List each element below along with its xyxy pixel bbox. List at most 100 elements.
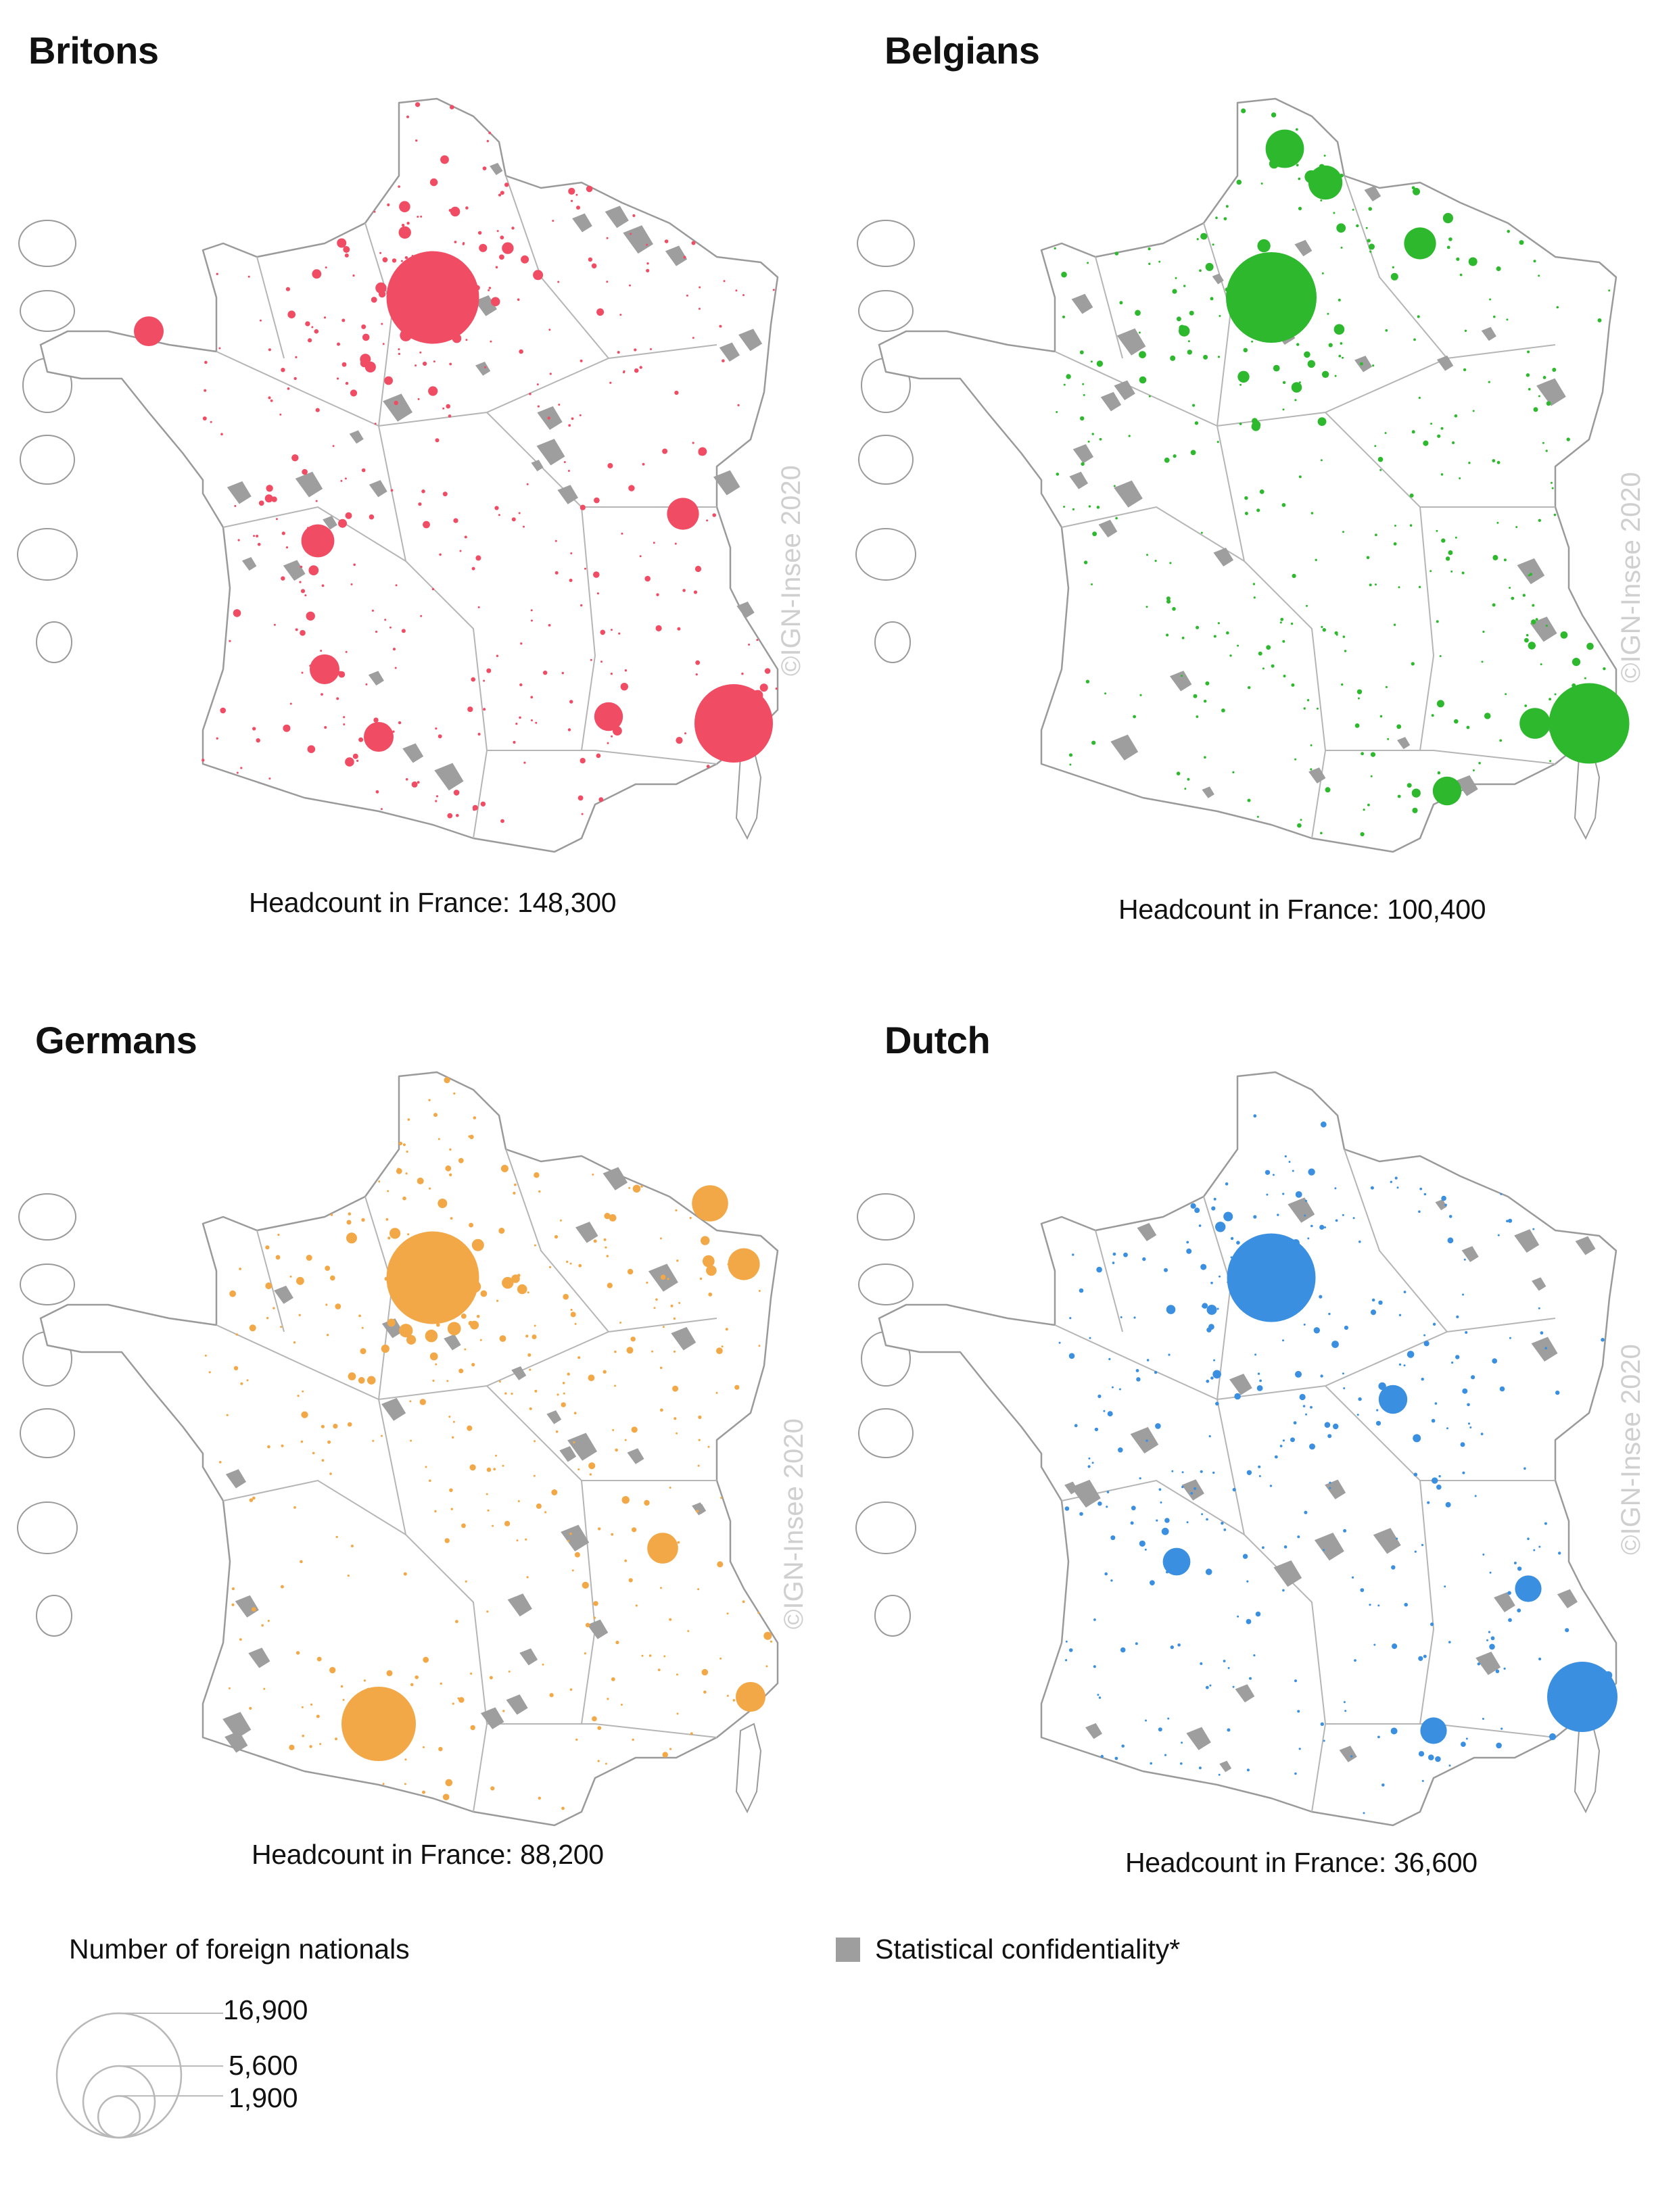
hotspot-circle: [694, 684, 773, 763]
location-dot: [1489, 1643, 1495, 1650]
location-dot: [1223, 1660, 1226, 1662]
location-dot: [480, 801, 486, 807]
location-dot: [1090, 360, 1093, 363]
location-dot: [469, 1222, 473, 1228]
location-dot: [1113, 485, 1116, 487]
location-dot: [1544, 1522, 1547, 1525]
location-dot: [1108, 1357, 1111, 1360]
location-dot: [1236, 1241, 1240, 1245]
location-dot: [1549, 698, 1551, 701]
location-dot: [1511, 596, 1515, 600]
location-dot: [1305, 1413, 1307, 1416]
location-dot: [1282, 381, 1286, 384]
location-dot: [699, 1277, 703, 1280]
location-dot: [325, 1303, 328, 1306]
location-dot: [735, 289, 738, 292]
location-dot: [1088, 505, 1091, 508]
location-dot: [271, 496, 277, 502]
location-dot: [1501, 1727, 1503, 1730]
location-dot: [1110, 1535, 1116, 1541]
location-dot: [1538, 1307, 1540, 1309]
location-dot: [1556, 306, 1559, 309]
location-dot: [488, 287, 492, 289]
location-dot: [624, 669, 628, 672]
location-dot: [258, 500, 264, 506]
location-dot: [502, 242, 514, 254]
location-dot: [1206, 1305, 1217, 1315]
location-dot: [1295, 1191, 1302, 1198]
location-dot: [590, 658, 592, 661]
location-dot: [699, 308, 701, 310]
panel-title: Dutch: [884, 1019, 991, 1061]
location-dot: [1352, 1217, 1355, 1220]
location-dot: [263, 1687, 266, 1690]
location-dot: [538, 1190, 541, 1193]
location-dot: [1056, 411, 1058, 413]
location-dot: [400, 260, 403, 262]
location-dot: [229, 640, 231, 642]
location-dot: [387, 1190, 389, 1193]
location-dot: [1377, 456, 1384, 462]
location-dot: [289, 702, 292, 705]
location-dot: [606, 1255, 609, 1257]
location-dot: [375, 790, 379, 794]
location-dot: [1138, 331, 1141, 334]
location-dot: [607, 462, 613, 468]
location-dot: [1212, 1471, 1215, 1474]
location-dot: [1208, 1435, 1211, 1438]
location-dot: [1079, 1288, 1084, 1293]
location-dot: [231, 1603, 235, 1606]
location-dot: [555, 1430, 559, 1433]
location-dot: [1478, 762, 1481, 765]
location-dot: [527, 1291, 529, 1294]
location-dot: [615, 1448, 618, 1452]
location-dot: [676, 737, 683, 744]
hotspot-circle: [1420, 1717, 1447, 1744]
location-dot: [1120, 1647, 1126, 1653]
location-dot: [1194, 1207, 1200, 1213]
location-dot: [1390, 1180, 1392, 1183]
location-dot: [300, 565, 303, 569]
location-dot: [1342, 531, 1344, 533]
location-dot: [1334, 1187, 1337, 1190]
location-dot: [1374, 445, 1377, 448]
location-dot: [1407, 1351, 1415, 1358]
location-dot: [664, 239, 669, 243]
location-dot: [673, 1350, 676, 1353]
location-dot: [1128, 435, 1131, 437]
location-dot: [1448, 237, 1452, 241]
hotspot-circle: [341, 1687, 416, 1761]
location-dot: [464, 1348, 467, 1351]
location-dot: [404, 1783, 406, 1785]
location-dot: [233, 609, 241, 617]
location-dot: [462, 243, 465, 245]
location-dot: [1319, 1295, 1323, 1299]
location-dot: [1164, 1754, 1167, 1756]
location-dot: [1190, 450, 1196, 456]
location-dot: [676, 1259, 679, 1262]
location-dot: [308, 565, 319, 575]
location-dot: [1482, 630, 1485, 633]
location-dot: [1112, 1261, 1115, 1264]
location-dot: [1342, 356, 1344, 359]
location-dot: [694, 565, 702, 573]
location-dot: [1310, 1405, 1313, 1409]
location-dot: [483, 708, 486, 711]
location-dot: [1284, 1155, 1287, 1158]
location-dot: [691, 241, 696, 245]
location-dot: [409, 1400, 412, 1403]
location-dot: [265, 1245, 270, 1250]
location-dot: [1258, 1475, 1261, 1477]
location-dot: [676, 1432, 678, 1435]
location-dot: [281, 576, 285, 581]
location-dot: [1282, 1589, 1285, 1592]
location-dot: [1156, 1519, 1158, 1522]
location-dot: [1170, 1645, 1174, 1650]
location-dot: [1237, 370, 1250, 383]
location-dot: [504, 1520, 511, 1526]
location-dot: [1343, 1701, 1346, 1704]
location-dot: [719, 1657, 722, 1660]
location-dot: [533, 1474, 536, 1477]
location-dot: [646, 1281, 648, 1284]
location-dot: [374, 423, 377, 425]
